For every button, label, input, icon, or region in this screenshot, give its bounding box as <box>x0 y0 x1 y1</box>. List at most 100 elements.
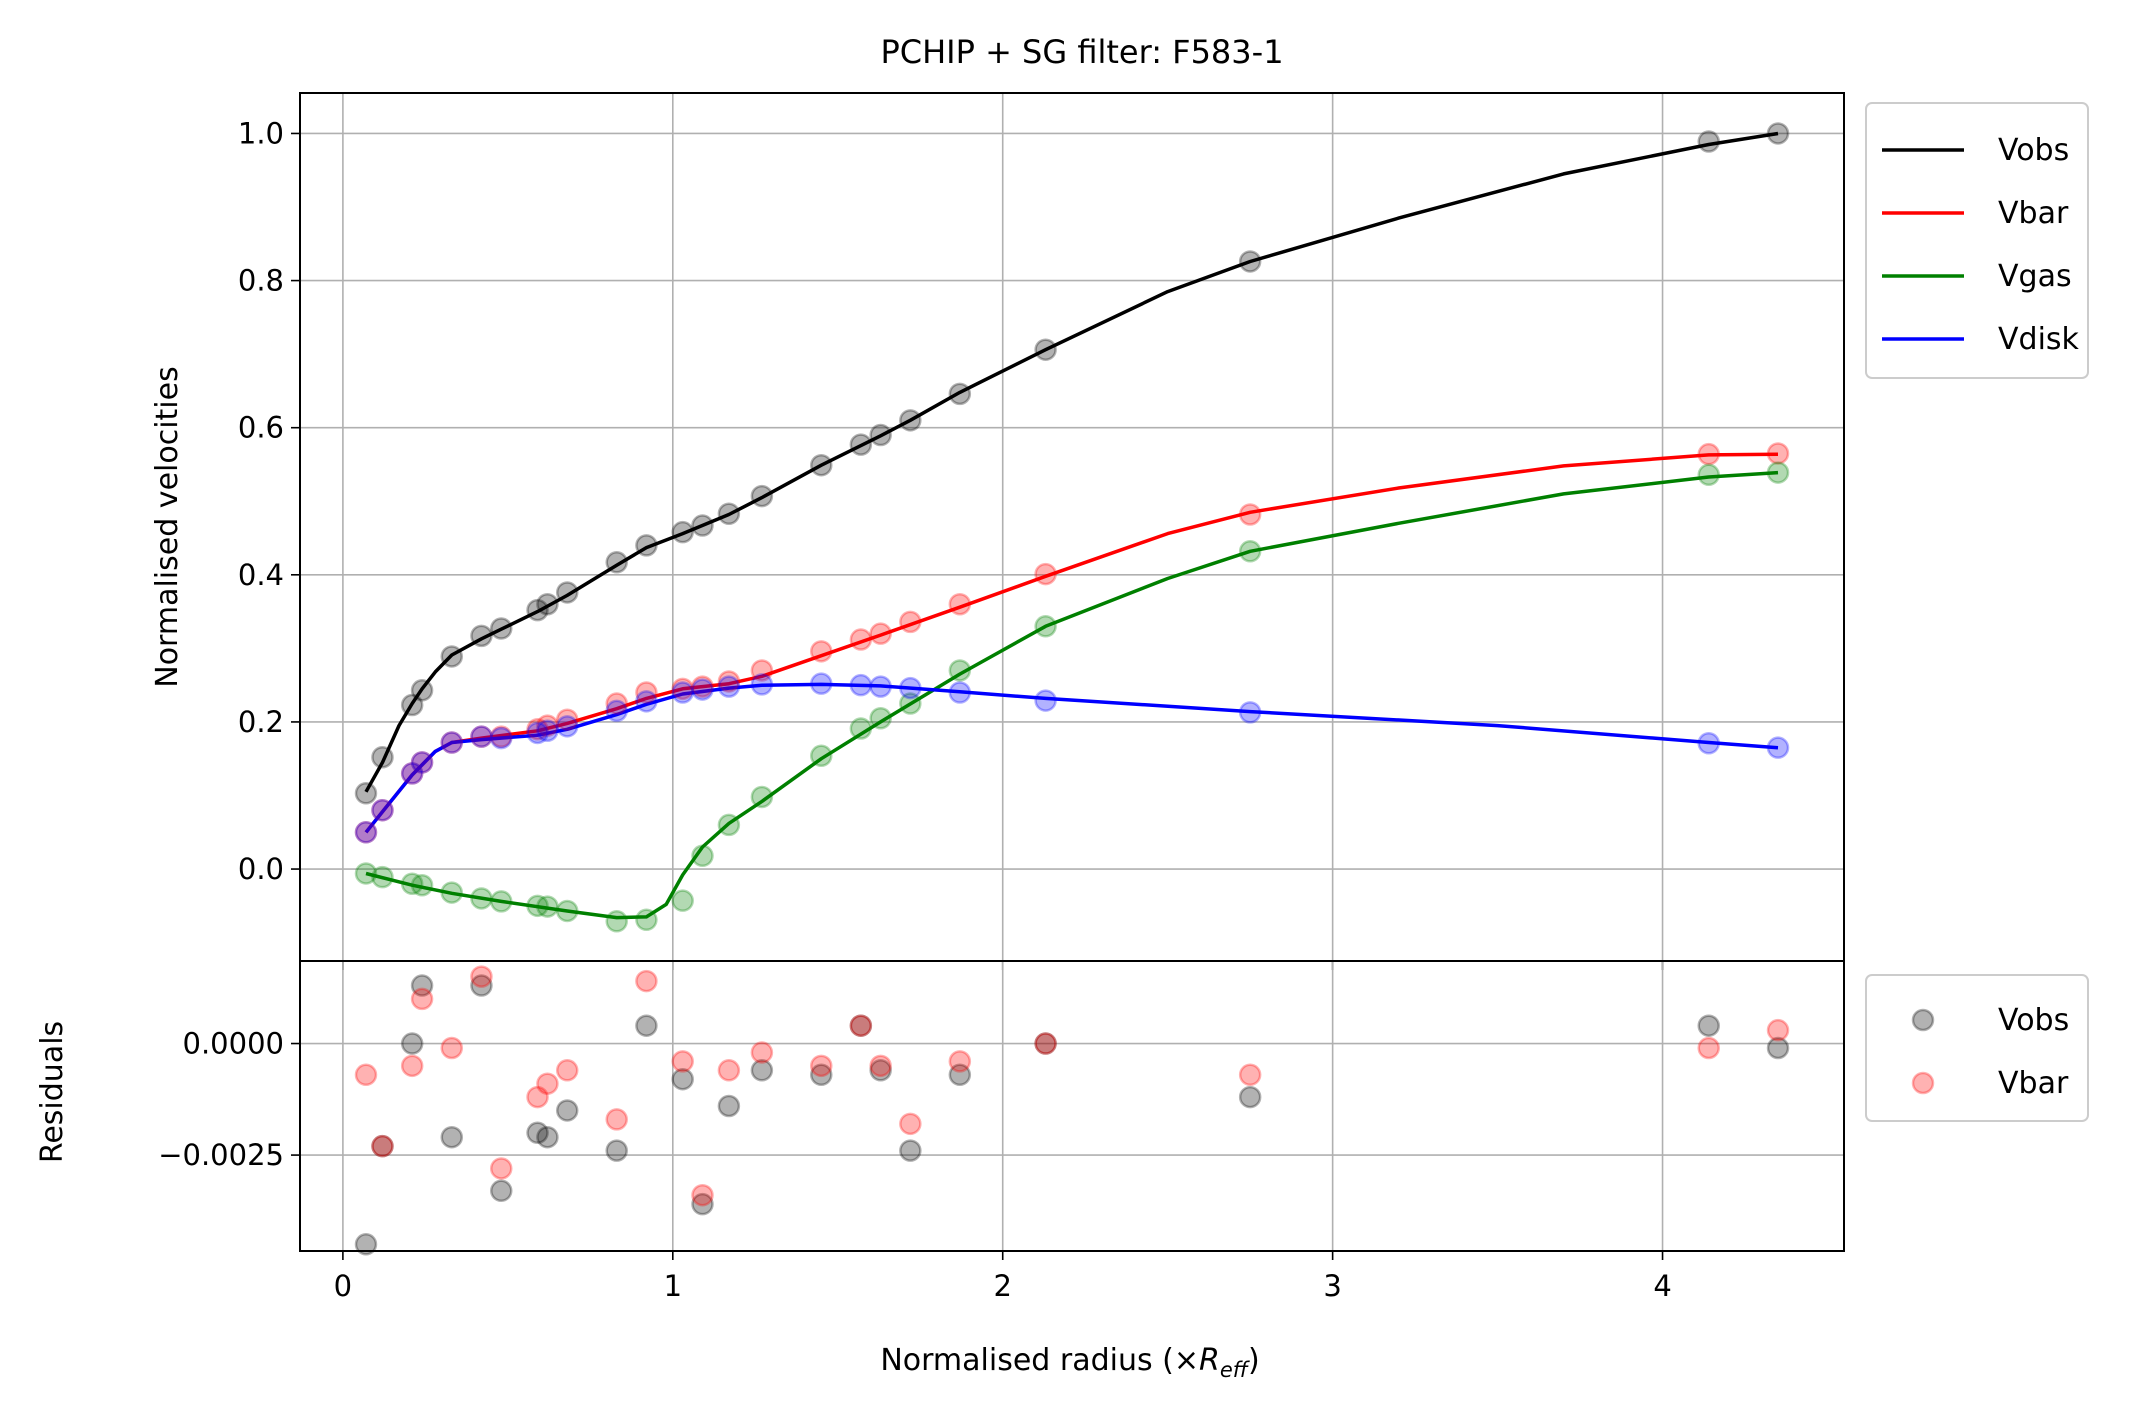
vobs-residual-point <box>899 1139 922 1162</box>
vgas-point <box>470 887 493 910</box>
vbar-residual-point <box>1766 1018 1790 1042</box>
velocity-legend: Vobs Vbar Vgas Vdisk <box>1865 102 2089 379</box>
vdisk-point <box>869 675 892 698</box>
vobs-point <box>489 617 513 640</box>
vbar-residual-point <box>526 1085 549 1109</box>
top-ticks: 0.0 0.2 0.4 0.6 0.8 1.0 <box>238 116 1664 970</box>
legend-vobs-marker <box>1911 1008 1935 1032</box>
vdisk-point <box>470 725 493 748</box>
vbar-point <box>899 610 922 634</box>
vobs-residual-point <box>354 1233 378 1256</box>
vgas-point <box>899 692 922 715</box>
chart-title: PCHIP + SG filter: F583-1 <box>880 33 1283 71</box>
vbar-point <box>849 628 873 651</box>
vdisk-point <box>1766 736 1790 759</box>
residuals-legend-box <box>1865 974 2089 1122</box>
vbar-point <box>410 751 434 774</box>
vbar-residual-point <box>605 1108 628 1131</box>
vobs-point <box>899 409 922 432</box>
vdisk-point <box>489 726 513 750</box>
vdisk-point <box>948 681 972 704</box>
vobs-residual-point <box>371 1134 394 1158</box>
vbar-residual-point <box>869 1054 892 1078</box>
vbar-residual-point <box>899 1112 922 1136</box>
vobs-residual-point <box>750 1059 774 1082</box>
vobs-residual-point <box>536 1125 559 1149</box>
vbar-point <box>750 659 774 682</box>
vbar-residual-point <box>354 1063 378 1087</box>
vbar-point <box>371 798 394 822</box>
vobs-residual-point <box>410 974 434 997</box>
top-y-tick-label: 0.4 <box>238 558 284 592</box>
vobs-residual-point <box>400 1032 424 1055</box>
vobs-point <box>470 624 493 648</box>
vgas-point <box>371 865 394 889</box>
vbar-point <box>400 762 424 785</box>
vdisk-point <box>536 719 559 743</box>
vobs-residual-point <box>555 1099 579 1122</box>
velocity-legend-box <box>1865 102 2089 379</box>
vdisk-point <box>410 751 434 774</box>
vbar-residual-point <box>1238 1063 1262 1087</box>
vbar-residual-point <box>691 1183 714 1207</box>
vobs-point <box>635 534 658 557</box>
vgas-point <box>810 744 833 768</box>
vgas-point <box>354 862 378 885</box>
vgas-point <box>1697 463 1720 487</box>
top-curves <box>364 131 1779 920</box>
vbar-residual-point <box>1697 1036 1720 1060</box>
top-y-tick-label: 0.8 <box>238 264 284 298</box>
vbar-point <box>354 821 378 844</box>
vdisk-point <box>354 821 378 844</box>
legend-vbar-residual-label: Vbar <box>1998 1066 2069 1101</box>
vdisk-point <box>691 678 714 701</box>
vbar-point <box>869 622 892 645</box>
vbar-point <box>691 675 714 698</box>
vdisk-curve <box>364 682 1779 834</box>
vdisk-point <box>849 673 873 697</box>
x-axis-label-symbol: R <box>1199 1343 1220 1378</box>
vobs-point <box>691 514 714 537</box>
vobs-point <box>849 433 873 456</box>
vbar-residual-point <box>948 1050 972 1073</box>
vgas-point <box>671 889 694 912</box>
vdisk-point <box>810 672 833 695</box>
x-tick-label: 2 <box>993 1269 1011 1303</box>
vobs-residual-point <box>526 1121 549 1145</box>
vgas-point <box>489 890 513 913</box>
vbar-residual-point <box>489 1157 513 1180</box>
vbar-point <box>948 592 972 616</box>
vobs-point <box>526 598 549 622</box>
vobs-point <box>410 679 434 702</box>
vbar-residual-point <box>555 1059 579 1082</box>
vobs-point <box>440 645 464 668</box>
vobs-point <box>354 782 378 805</box>
x-axis-label-subscript: eff <box>1220 1358 1251 1382</box>
vobs-point <box>869 423 892 447</box>
vgas-point <box>526 894 549 918</box>
top-points <box>354 122 1790 933</box>
top-y-tick-label: 0.0 <box>238 852 284 886</box>
vdisk-point <box>671 681 694 704</box>
vgas-point <box>635 908 658 932</box>
top-y-tick-label: 0.6 <box>238 411 284 445</box>
residuals-legend: Vobs Vbar <box>1865 974 2089 1122</box>
vobs-residual-point <box>1766 1036 1790 1060</box>
vgas-point <box>717 813 741 837</box>
vobs-residual-point <box>470 974 493 997</box>
vbar-point <box>526 718 549 741</box>
vgas-point <box>440 881 464 904</box>
vobs-point <box>810 453 833 477</box>
vobs-point <box>1697 130 1720 153</box>
vobs-point <box>671 520 694 544</box>
bottom-points <box>354 965 1790 1256</box>
legend-vgas-label: Vgas <box>1998 259 2072 294</box>
vgas-point <box>691 844 714 868</box>
vobs-residual-point <box>869 1059 892 1082</box>
vbar-residual-point <box>717 1059 741 1082</box>
vdisk-point <box>750 673 774 696</box>
vbar-point <box>470 725 493 748</box>
top-y-tick-label: 0.2 <box>238 705 284 739</box>
vgas-point <box>605 910 628 933</box>
